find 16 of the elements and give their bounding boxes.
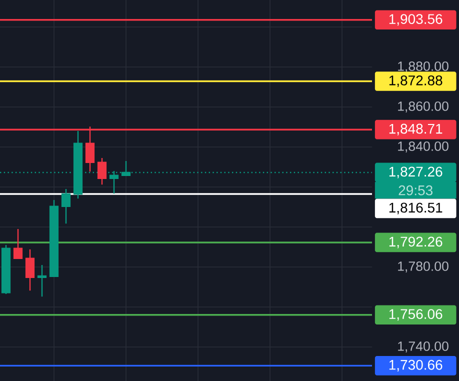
y-tick-label: 1,860.00 [398,101,448,113]
candlestick [25,248,35,292]
ref-line-label: 1,903.56 [389,14,442,26]
y-tick-label: 1,880.00 [398,61,448,73]
ref-line-label: 1,792.26 [389,236,442,248]
ref-line-label: 1,756.06 [389,309,442,321]
ref-line-label: 1,827.26 [389,166,442,178]
y-tick-label: 1,840.00 [398,141,448,153]
ref-line-label: 1,848.71 [389,124,442,136]
y-tick-label: 1,740.00 [398,341,448,353]
y-tick-label: 1,780.00 [398,261,448,273]
ref-line-label: 1,730.66 [389,360,442,372]
ref-line-label: 1,872.88 [389,75,442,88]
candlestick [37,264,47,298]
ref-line-label: 1,816.51 [389,202,442,214]
text: 29:53 [398,185,433,196]
